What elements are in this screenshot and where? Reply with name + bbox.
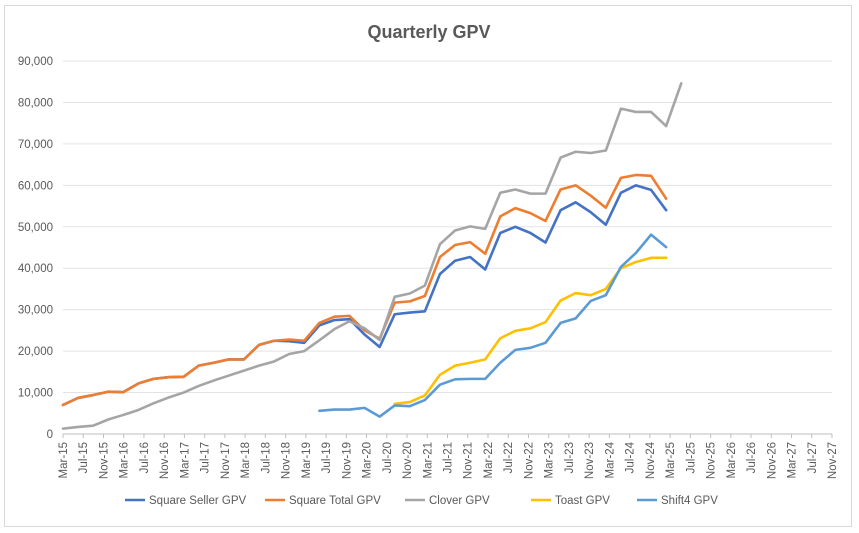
y-axis-ticks: 0 10,000 20,000 30,000 40,000 50,000 60,000 70,…: [18, 56, 53, 441]
y-tick-label: 10,000: [18, 388, 53, 400]
x-tick-label: Jul-16: [139, 442, 151, 473]
x-tick-label: Mar-18: [240, 442, 252, 478]
x-tick-label: Mar-17: [179, 442, 191, 478]
x-tick-label: Jul-27: [807, 442, 819, 473]
y-tick-label: 40,000: [18, 263, 53, 275]
y-tick-label: 90,000: [18, 56, 53, 68]
x-tick-label: Nov-17: [220, 442, 232, 479]
x-tick-label: Jul-24: [625, 441, 637, 473]
x-tick-label: Mar-26: [726, 442, 738, 478]
x-tick-label: Jul-20: [382, 442, 394, 473]
x-tick-label: Jul-18: [260, 442, 272, 473]
series-lines: [61, 82, 683, 430]
x-tick-label: Mar-27: [787, 442, 799, 478]
series-line-clover-gpv: [61, 82, 683, 430]
x-tick-label: Jul-21: [443, 442, 455, 473]
x-tick-label: Mar-19: [301, 442, 313, 478]
x-tick-label: Nov-25: [706, 442, 718, 479]
y-tick-label: 80,000: [18, 97, 53, 109]
x-tick-label: Mar-25: [665, 442, 677, 478]
x-tick-label: Mar-24: [604, 441, 616, 478]
x-tick-label: Jul-19: [321, 442, 333, 473]
x-tick-label: Mar-16: [119, 442, 131, 478]
x-tick-label: Jul-22: [503, 442, 515, 473]
x-tick-label: Nov-16: [159, 442, 171, 479]
line-chart: Quarterly GPV 0 10,000 20,000 30,000 40,000 5…: [18, 22, 839, 507]
series-line-toast-gpv: [393, 256, 668, 406]
x-tick-label: Mar-15: [58, 442, 70, 478]
x-tick-label: Nov-15: [98, 442, 110, 479]
chart-frame: Quarterly GPV 0 10,000 20,000 30,000 40,000 5…: [4, 5, 852, 527]
series-line-square-total-gpv: [61, 173, 668, 407]
y-tick-label: 70,000: [18, 139, 53, 151]
legend-label-clover-gpv: Clover GPV: [429, 495, 490, 507]
x-tick-label: Mar-20: [362, 442, 374, 478]
x-tick-label: Nov-26: [766, 442, 778, 479]
x-tick-label: Nov-19: [341, 442, 353, 479]
legend: Square Seller GPV Square Total GPV Clover …: [125, 495, 718, 507]
x-tick-label: Nov-20: [402, 442, 414, 479]
chart-title: Quarterly GPV: [367, 22, 490, 42]
y-tick-label: 60,000: [18, 180, 53, 192]
x-tick-label: Mar-23: [544, 442, 556, 478]
x-tick-label: Nov-27: [827, 442, 839, 479]
y-tick-label: 0: [47, 429, 53, 441]
x-tick-label: Nov-22: [523, 442, 535, 479]
x-tick-label: Jul-25: [685, 442, 697, 473]
legend-label-square-seller-gpv: Square Seller GPV: [149, 495, 246, 507]
legend-label-shift4-gpv: Shift4 GPV: [661, 495, 718, 507]
y-tick-label: 20,000: [18, 346, 53, 358]
x-tick-label: Nov-23: [584, 442, 596, 479]
y-tick-label: 30,000: [18, 305, 53, 317]
series-line-square-seller-gpv: [61, 184, 668, 407]
series-line-shift4-gpv: [318, 233, 668, 418]
x-tick-label: Jul-17: [200, 442, 212, 473]
x-tick-label: Nov-18: [281, 442, 293, 479]
x-tick-label: Nov-21: [463, 442, 475, 479]
x-tick-label: Mar-21: [422, 442, 434, 478]
x-tick-label: Nov-24: [645, 441, 657, 479]
x-axis-ticks: Mar-15 Jul-15 Nov-15 Mar-16 Jul-16 Nov-16 Mar-…: [58, 434, 839, 479]
legend-label-toast-gpv: Toast GPV: [555, 495, 610, 507]
legend-label-square-total-gpv: Square Total GPV: [289, 495, 381, 507]
x-tick-label: Jul-26: [746, 442, 758, 473]
x-tick-label: Jul-23: [564, 442, 576, 473]
x-tick-label: Jul-15: [78, 442, 90, 473]
x-tick-label: Mar-22: [483, 442, 495, 478]
y-tick-label: 50,000: [18, 222, 53, 234]
